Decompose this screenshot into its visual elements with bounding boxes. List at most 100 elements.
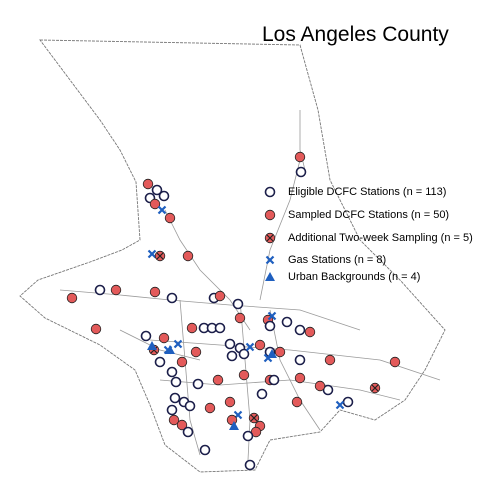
marker [267,311,277,321]
sampled-station [314,380,326,392]
eligible-station [238,348,250,360]
marker [322,384,334,396]
marker-cross [371,384,379,392]
urban-background [267,349,277,358]
sampled-station [190,346,202,358]
marker [94,284,106,296]
marker [342,396,354,408]
marker [232,298,244,310]
marker [154,356,166,368]
gas-station [245,342,255,352]
eligible-station [154,356,166,368]
marker [66,292,78,304]
marker [265,272,275,281]
marker [199,444,211,456]
marker [294,151,306,163]
eligible-station [182,426,194,438]
legend: Eligible DCFC Stations (n = 113) Sampled … [264,186,473,283]
legend-label: Additional Two-week Sampling (n = 5) [288,232,473,244]
sampled-station [238,369,250,381]
marker [158,190,170,202]
marker [265,255,275,265]
sampled-station [291,396,303,408]
marker [151,184,163,196]
sampled-station [226,414,238,426]
marker [229,421,239,430]
legend-label: Eligible DCFC Stations (n = 113) [288,186,446,198]
sampled-station [389,356,401,368]
marker [168,414,180,426]
marker [254,339,266,351]
marker [140,330,152,342]
marker [204,402,216,414]
marker [176,419,188,431]
marker [224,396,236,408]
marker [389,356,401,368]
gas-station [335,400,345,410]
marker [304,326,316,338]
eligible-station [169,392,181,404]
marker [176,356,188,368]
marker [170,376,182,388]
sampled-station [294,151,306,163]
legend-label: Sampled DCFC Stations (n = 50) [288,209,449,221]
eligible-station [294,354,306,366]
eligible-station [151,184,163,196]
marker [166,366,178,378]
marker [238,369,250,381]
marker [214,322,226,334]
marker [244,459,256,471]
eligible-station [232,298,244,310]
marker [190,346,202,358]
eligible-station [264,320,276,332]
marker [110,284,122,296]
urban-background [165,345,175,354]
sampled-station [164,212,176,224]
eligible-station [226,350,238,362]
marker [158,332,170,344]
sampled-station [254,339,266,351]
marker [169,392,181,404]
marker [173,339,183,349]
marker [264,186,276,198]
marker [182,426,194,438]
marker [142,178,154,190]
eligible-station [94,284,106,296]
marker [166,292,178,304]
marker [291,396,303,408]
urban-background [229,421,239,430]
eligible-station [170,376,182,388]
eligible-station [244,459,256,471]
gas-station [265,255,275,265]
marker [238,348,250,360]
additional-sampling [154,250,166,262]
sampled-station [324,354,336,366]
eligible-station [184,400,196,412]
sampled-station [176,356,188,368]
sampled-station [304,326,316,338]
eligible-station [166,292,178,304]
eligible-station [268,374,280,386]
marker [149,286,161,298]
marker [281,316,293,328]
marker [274,346,286,358]
map-title: Los Angeles County [262,23,449,46]
marker [324,354,336,366]
eligible-station [295,166,307,178]
marker [245,342,255,352]
gas-station [267,311,277,321]
marker [214,290,226,302]
marker [234,312,246,324]
sampled-station [212,374,224,386]
legend-label: Gas Stations (n = 8) [288,254,386,266]
eligible-station [192,378,204,390]
marker [294,324,306,336]
additional-sampling [248,412,260,424]
sampled-station [158,332,170,344]
sampled-station [110,284,122,296]
eligible-station [214,322,226,334]
marker [268,374,280,386]
sampled-station [294,372,306,384]
urban-background [265,272,275,281]
sampled-station [234,312,246,324]
